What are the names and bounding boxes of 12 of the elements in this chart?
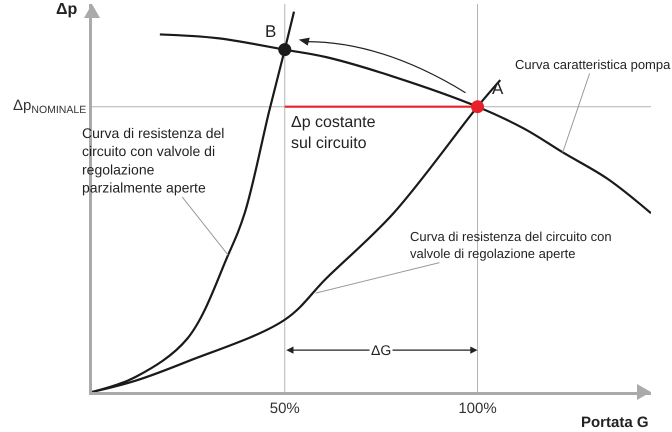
ref-line-label: Δp$_{NOMINALE}$ (13, 97, 86, 116)
annotation: B (265, 22, 276, 41)
annotation: Δp costante sul circuito (291, 114, 376, 152)
annotation: A (492, 79, 504, 98)
annotation: Curva caratteristica pompa (515, 57, 672, 72)
y-axis-title: Δp (56, 1, 78, 18)
x-axis-title: Portata G (581, 414, 649, 431)
x-tick-label: 100% (458, 400, 497, 417)
annotation: Curva di resistenza del circuito con valvole di regolazione parzialmente aperte (82, 125, 224, 196)
x-tick-label: 50% (270, 400, 300, 417)
annotation: ΔG (371, 342, 392, 358)
annotation: Curva di resistenza del circuito con valvole di regolazione aperte (410, 229, 612, 261)
